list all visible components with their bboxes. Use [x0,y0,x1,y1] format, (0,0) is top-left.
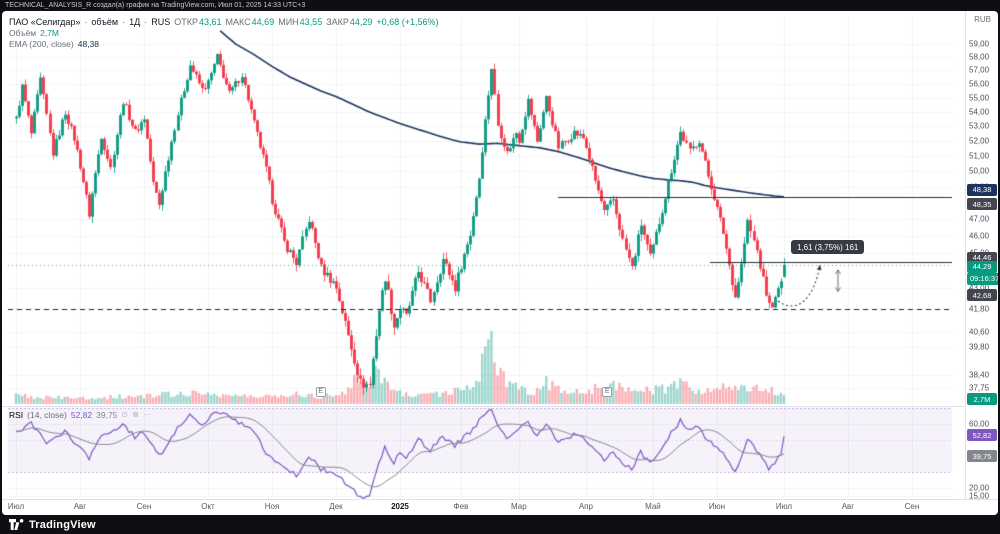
price-tick-label: 37,75 [969,383,990,393]
price-tick-label: 52,00 [969,136,990,146]
brand-text[interactable]: TradingView [29,518,96,531]
time-tick-label: Дек [329,502,343,511]
price-tick-label: 57,00 [969,65,990,75]
rsi-ma-value: 39,75 [96,409,118,420]
high-label: МАКС [225,16,251,27]
time-tick-label: Фев [453,502,469,511]
price-chart-canvas[interactable] [2,11,998,514]
volume-value: 2,7M [40,27,59,38]
earnings-marker[interactable]: E [602,387,613,397]
time-tick-label: Июн [708,502,726,511]
pane-separator[interactable] [2,406,965,407]
time-tick-label: Июл [7,502,25,511]
time-tick-label: Авг [73,502,87,511]
price-tick-label: 41,80 [969,304,990,314]
series-type: объём [91,16,119,27]
settings-icon[interactable]: ⊗ [132,410,139,419]
level-4835-badge: 48,35 [967,198,997,211]
price-tick-label: 54,00 [969,107,990,117]
separator-dot: · [122,16,126,27]
main-legend: ПАО «Селигдар» · объём · 1Д · RUS ОТКР 4… [9,16,438,49]
rsi-tick-label: 15,00 [969,491,990,501]
price-tick-label: 56,00 [969,79,990,89]
price-tick-label: 40,60 [969,327,990,337]
separator-dot: · [84,16,88,27]
ema-row: EMA (200, close) 48,38 [9,38,438,49]
price-tick-label: 51,00 [969,151,990,161]
time-tick-label: Июл [775,502,793,511]
price-tick-label: 47,00 [969,214,990,224]
close-pair: ЗАКР 44,29 [326,17,372,27]
separator-dot: · [144,16,148,27]
open-label: ОТКР [174,16,198,27]
rsi-params: (14, close) [27,409,67,420]
time-tick-label: Ноя [264,502,280,511]
time-axis-separator [2,499,998,500]
price-tick-label: 39,80 [969,342,990,352]
price-tick-label: 43,00 [969,283,990,293]
time-tick-label: Авг [841,502,855,511]
tradingview-logo-icon[interactable] [9,519,24,530]
rsi-value: 52,82 [70,409,93,420]
countdown-badge: 09:16:37 [967,272,998,285]
credit-text: TECHNICAL_ANALYSIS_R создал(а) график на… [5,2,306,9]
chart-card: ПАО «Селигдар» · объём · 1Д · RUS ОТКР 4… [2,11,998,515]
close-label: ЗАКР [326,16,349,27]
time-tick-label: 2025 [391,502,409,511]
rsi-legend: RSI (14, close) 52,82 39,75 ⊙ ⊗ ⋯ [9,409,151,420]
price-tick-label: 38,40 [969,370,990,380]
high-pair: МАКС 44,69 [226,17,275,27]
exchange-label: RUS [151,16,171,27]
visibility-icon[interactable]: ⊙ [121,410,129,419]
interval-label[interactable]: 1Д [129,16,141,27]
rsi-tick-label: 60,00 [969,419,990,429]
ema-value-badge: 48,38 [967,183,997,196]
open-value: 43,61 [198,16,222,27]
range-low-badge: 42,68 [967,289,997,302]
high-value: 44,69 [251,16,275,27]
time-axis[interactable]: Июл Авг Сен Окт Ноя Дек 2025 Фев Мар Апр Май Июн Июл… [2,500,965,515]
rsi-tick-label: 20,00 [969,483,990,493]
price-tick-label: 55,00 [969,93,990,103]
price-tick-label: 59,00 [969,39,990,49]
volume-row: Объём 2,7M [9,27,438,38]
earnings-marker[interactable]: E [315,387,326,397]
ema-label: EMA (200, close) [9,38,74,49]
price-axis[interactable]: 59,00 58,00 57,00 56,00 55,00 54,00 53,00 52,00… [966,11,998,501]
low-pair: МИН 43,55 [278,17,322,27]
open-pair: ОТКР 43,61 [174,17,221,27]
price-axis-separator [965,11,966,499]
last-price-badge: 44,29 [967,260,997,273]
more-options-icon[interactable]: ⋯ [142,410,151,419]
price-tick-label: 58,00 [969,52,990,62]
time-tick-label: Сен [136,502,152,511]
low-label: МИН [278,16,299,27]
range-tool-tooltip: 1,61 (3,75%) 161 [791,240,865,254]
time-tick-label: Окт [201,502,215,511]
change-value: +0,68 (+1,56%) [376,16,439,27]
time-tick-label: Апр [578,502,593,511]
symbol-row: ПАО «Селигдар» · объём · 1Д · RUS ОТКР 4… [9,16,438,27]
price-tick-label: 50,00 [969,166,990,176]
close-value: 44,29 [349,16,373,27]
time-tick-label: Мар [511,502,527,511]
price-tick-label: 46,00 [969,231,990,241]
bottom-brand-bar: TradingView [0,515,1000,534]
currency-label[interactable]: RUB [974,15,991,24]
rsi-label[interactable]: RSI [9,409,24,420]
rsi-value-badge: 52,82 [967,429,997,442]
symbol-name[interactable]: ПАО «Селигдар» [9,16,81,27]
volume-badge: 2,7M [967,393,997,405]
rsi-ma-badge: 39,75 [967,450,997,463]
volume-label: Объём [9,27,37,38]
price-tick-label: 53,00 [969,121,990,131]
low-value: 43,55 [299,16,323,27]
time-tick-label: Май [645,502,661,511]
ema-value: 48,38 [77,38,100,49]
time-tick-label: Сен [904,502,920,511]
snapshot-credit-bar: TECHNICAL_ANALYSIS_R создал(а) график на… [0,0,1000,11]
